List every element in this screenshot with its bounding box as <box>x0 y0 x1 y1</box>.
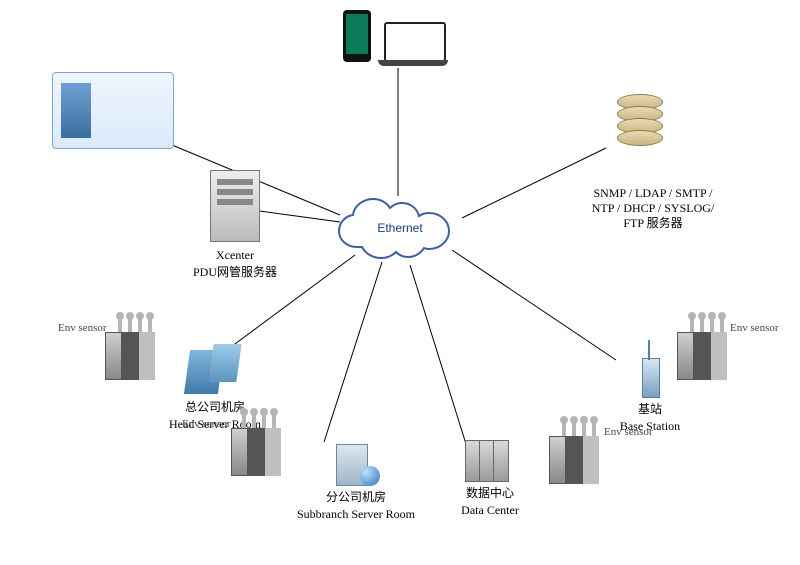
node-protocol-servers <box>604 98 674 150</box>
diagram-canvas: Ethernet Xcenter PDU网管服务器 SNMP / LDAP / … <box>0 0 800 565</box>
node-clients <box>340 10 450 66</box>
sub-label-en: Subbranch Server Room <box>286 507 426 522</box>
node-data-center: 数据中心 Data Center <box>430 440 550 518</box>
rack-icon <box>231 428 283 474</box>
env-sensor-base <box>680 312 736 338</box>
xcenter-label-en: Xcenter <box>190 248 280 263</box>
sensor-icon <box>114 312 158 334</box>
server-globe-icon <box>336 440 376 484</box>
sensor-icon <box>238 408 282 430</box>
dc-label-en: Data Center <box>430 503 550 518</box>
rack-cluster-icon <box>465 440 515 480</box>
antenna-icon <box>632 340 668 396</box>
laptop-icon <box>378 22 448 66</box>
phone-icon <box>343 10 371 62</box>
env-sensor-base-label: Env sensor <box>730 322 779 334</box>
sub-rack <box>222 428 292 478</box>
base-label-cn: 基站 <box>590 402 710 417</box>
node-console <box>50 72 176 153</box>
ethernet-cloud: Ethernet <box>335 195 465 267</box>
xcenter-label-cn: PDU网管服务器 <box>190 265 280 280</box>
rack-icon <box>677 332 729 378</box>
sensor-icon <box>686 312 730 334</box>
server-tower-icon <box>210 170 260 242</box>
base-label-en: Base Station <box>590 419 710 434</box>
building-icon <box>187 344 243 394</box>
rack-icon <box>105 332 157 378</box>
node-xcenter: Xcenter PDU网管服务器 <box>190 170 280 280</box>
base-rack <box>668 332 738 382</box>
head-rack <box>96 332 166 382</box>
protocol-servers-label: SNMP / LDAP / SMTP / NTP / DHCP / SYSLOG… <box>558 186 748 231</box>
ethernet-label: Ethernet <box>335 221 465 235</box>
node-subbranch: 分公司机房 Subbranch Server Room <box>286 440 426 522</box>
monitor-icon <box>52 72 174 149</box>
sub-label-cn: 分公司机房 <box>286 490 426 505</box>
rack-icon <box>549 436 601 482</box>
db-stack-icon <box>617 98 661 146</box>
dc-label-cn: 数据中心 <box>430 486 550 501</box>
dc-rack <box>540 436 610 486</box>
